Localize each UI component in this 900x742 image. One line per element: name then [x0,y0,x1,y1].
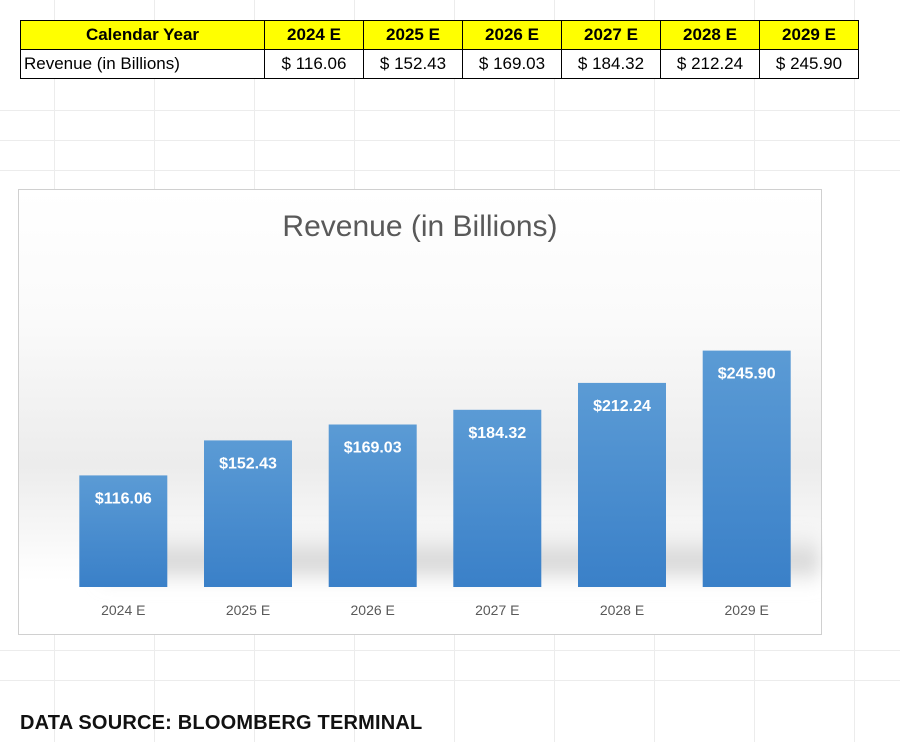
bar-data-label: $152.43 [219,455,277,472]
table-row: Revenue (in Billions) $ 116.06 $ 152.43 … [20,49,859,79]
x-tick-label: 2026 E [351,602,395,618]
table-header-row: Calendar Year 2024 E 2025 E 2026 E 2027 … [20,20,859,50]
header-calendar-year: Calendar Year [20,20,265,50]
bar-data-label: $184.32 [468,425,526,442]
revenue-cell: $ 152.43 [363,49,463,79]
header-year: 2028 E [660,20,760,50]
x-tick-label: 2027 E [475,602,519,618]
revenue-bar [79,475,168,587]
bar-data-label: $245.90 [718,366,776,383]
x-tick-label: 2025 E [226,602,270,618]
x-tick-label: 2029 E [725,602,769,618]
revenue-cell: $ 184.32 [561,49,661,79]
revenue-bar [702,350,791,587]
revenue-table: Calendar Year 2024 E 2025 E 2026 E 2027 … [20,20,859,79]
x-tick-label: 2024 E [101,602,145,618]
header-year: 2025 E [363,20,463,50]
revenue-bar [453,409,542,587]
bar-data-label: $169.03 [344,440,402,457]
chart-plot: $116.06 $152.43 $169.03 $184.32 $212.24 $245.… [79,350,819,618]
revenue-cell: $ 116.06 [264,49,364,79]
chart-title: Revenue (in Billions) [282,210,558,243]
revenue-bar [578,382,666,587]
revenue-cell: $ 245.90 [759,49,859,79]
x-tick-label: 2028 E [600,602,644,618]
header-year: 2029 E [759,20,859,50]
header-year: 2024 E [264,20,364,50]
row-label-revenue: Revenue (in Billions) [20,49,265,79]
revenue-bar [204,440,292,587]
revenue-chart: Revenue (in Billions) $116.06 $152.43 $169… [18,189,822,635]
bar-data-label: $116.06 [95,490,152,507]
bar-data-label: $212.24 [593,398,651,415]
header-year: 2026 E [462,20,562,50]
data-source-note: DATA SOURCE: BLOOMBERG TERMINAL [20,712,423,734]
header-year: 2027 E [561,20,661,50]
revenue-bar [328,424,417,587]
revenue-cell: $ 169.03 [462,49,562,79]
revenue-cell: $ 212.24 [660,49,760,79]
